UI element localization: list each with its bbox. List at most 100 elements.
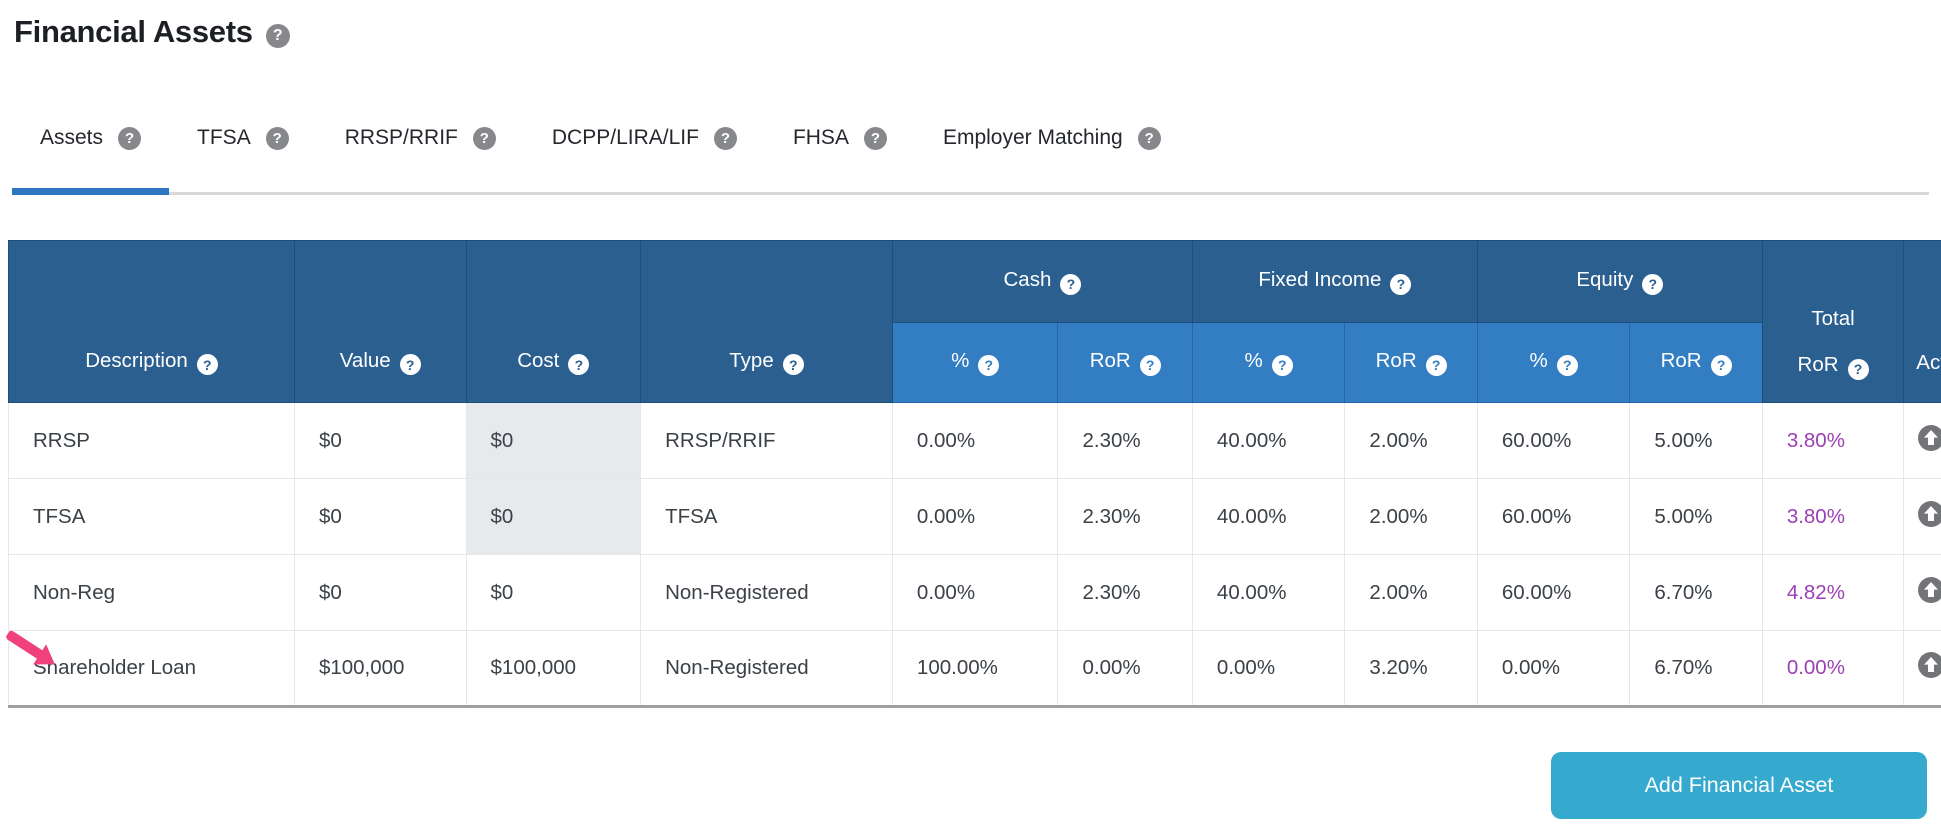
- cell-description: Non-Reg: [9, 555, 295, 631]
- table-row: TFSA $0 $0 TFSA 0.00% 2.30% 40.00% 2.00%…: [9, 479, 1941, 555]
- tab-label: Assets: [40, 126, 103, 150]
- move-up-icon[interactable]: [1918, 577, 1941, 603]
- cell-fixed-income-ror[interactable]: 2.00%: [1345, 479, 1477, 555]
- cell-cash-percent[interactable]: 0.00%: [892, 479, 1058, 555]
- tab-rrsp-rrif[interactable]: RRSP/RRIF ?: [317, 108, 524, 192]
- cell-action: [1904, 479, 1941, 555]
- subheader-cash-percent: %?: [892, 323, 1058, 403]
- cell-cash-ror[interactable]: 2.30%: [1058, 479, 1192, 555]
- cell-fixed-income-ror[interactable]: 3.20%: [1345, 631, 1477, 707]
- tab-label: RRSP/RRIF: [345, 126, 458, 150]
- cell-fixed-income-percent[interactable]: 40.00%: [1192, 555, 1345, 631]
- cell-type: Non-Registered: [641, 631, 893, 707]
- move-up-icon[interactable]: [1918, 501, 1941, 527]
- help-icon[interactable]: ?: [266, 127, 289, 150]
- column-header-description: Description?: [9, 241, 295, 403]
- move-up-icon[interactable]: [1918, 425, 1941, 451]
- cell-equity-ror[interactable]: 5.00%: [1630, 479, 1762, 555]
- column-header-type: Type?: [641, 241, 893, 403]
- cell-total-ror: 4.82%: [1762, 555, 1903, 631]
- cell-action: [1904, 555, 1941, 631]
- help-icon[interactable]: ?: [1557, 355, 1578, 376]
- help-icon[interactable]: ?: [783, 354, 804, 375]
- tab-label: TFSA: [197, 126, 251, 150]
- help-icon[interactable]: ?: [197, 354, 218, 375]
- help-icon[interactable]: ?: [568, 354, 589, 375]
- subheader-fixed-income-percent: %?: [1192, 323, 1345, 403]
- cell-value[interactable]: $0: [294, 403, 466, 479]
- tab-label: FHSA: [793, 126, 849, 150]
- tab-assets[interactable]: Assets ?: [12, 108, 169, 192]
- cell-cash-ror[interactable]: 2.30%: [1058, 555, 1192, 631]
- help-icon[interactable]: ?: [1390, 274, 1411, 295]
- help-icon[interactable]: ?: [1272, 355, 1293, 376]
- help-icon[interactable]: ?: [400, 354, 421, 375]
- cell-cash-ror[interactable]: 2.30%: [1058, 403, 1192, 479]
- cell-equity-percent[interactable]: 60.00%: [1477, 403, 1630, 479]
- cell-total-ror: 3.80%: [1762, 479, 1903, 555]
- cell-cash-ror[interactable]: 0.00%: [1058, 631, 1192, 707]
- tab-label: DCPP/LIRA/LIF: [552, 126, 699, 150]
- tab-tfsa[interactable]: TFSA ?: [169, 108, 317, 192]
- cell-fixed-income-ror[interactable]: 2.00%: [1345, 403, 1477, 479]
- group-header-equity: Equity?: [1477, 241, 1762, 323]
- cell-type: TFSA: [641, 479, 893, 555]
- cell-cost[interactable]: $0: [466, 555, 641, 631]
- cell-equity-ror[interactable]: 5.00%: [1630, 403, 1762, 479]
- cell-description: TFSA: [9, 479, 295, 555]
- cell-equity-percent[interactable]: 60.00%: [1477, 479, 1630, 555]
- cell-equity-ror[interactable]: 6.70%: [1630, 631, 1762, 707]
- tab-employer-matching[interactable]: Employer Matching ?: [915, 108, 1189, 192]
- tab-dcpp-lira-lif[interactable]: DCPP/LIRA/LIF ?: [524, 108, 765, 192]
- subheader-fixed-income-ror: RoR?: [1345, 323, 1477, 403]
- cell-action: [1904, 403, 1941, 479]
- cell-equity-percent[interactable]: 60.00%: [1477, 555, 1630, 631]
- cell-type: RRSP/RRIF: [641, 403, 893, 479]
- cell-total-ror: 3.80%: [1762, 403, 1903, 479]
- move-up-icon[interactable]: [1918, 652, 1941, 678]
- tab-fhsa[interactable]: FHSA ?: [765, 108, 915, 192]
- cell-description: RRSP: [9, 403, 295, 479]
- cell-fixed-income-ror[interactable]: 2.00%: [1345, 555, 1477, 631]
- cell-equity-ror[interactable]: 6.70%: [1630, 555, 1762, 631]
- cell-total-ror: 0.00%: [1762, 631, 1903, 707]
- cell-cash-percent[interactable]: 0.00%: [892, 403, 1058, 479]
- cell-value[interactable]: $0: [294, 555, 466, 631]
- help-icon[interactable]: ?: [1426, 355, 1447, 376]
- cell-description: Shareholder Loan: [9, 631, 295, 707]
- help-icon[interactable]: ?: [1060, 274, 1081, 295]
- cell-cash-percent[interactable]: 100.00%: [892, 631, 1058, 707]
- cell-equity-percent[interactable]: 0.00%: [1477, 631, 1630, 707]
- group-header-cash: Cash?: [892, 241, 1192, 323]
- table-row: Shareholder Loan $100,000 $100,000 Non-R…: [9, 631, 1941, 707]
- help-icon[interactable]: ?: [1848, 359, 1869, 380]
- help-icon[interactable]: ?: [714, 127, 737, 150]
- cell-cost: $0: [466, 403, 641, 479]
- help-icon[interactable]: ?: [1711, 355, 1732, 376]
- add-financial-asset-button[interactable]: Add Financial Asset: [1551, 752, 1927, 819]
- cell-fixed-income-percent[interactable]: 40.00%: [1192, 403, 1345, 479]
- help-icon[interactable]: ?: [473, 127, 496, 150]
- help-icon[interactable]: ?: [864, 127, 887, 150]
- help-icon[interactable]: ?: [266, 24, 290, 48]
- table-row: RRSP $0 $0 RRSP/RRIF 0.00% 2.30% 40.00% …: [9, 403, 1941, 479]
- cell-type: Non-Registered: [641, 555, 893, 631]
- help-icon[interactable]: ?: [1642, 274, 1663, 295]
- cell-fixed-income-percent[interactable]: 0.00%: [1192, 631, 1345, 707]
- cell-cost[interactable]: $100,000: [466, 631, 641, 707]
- cell-value[interactable]: $0: [294, 479, 466, 555]
- column-header-value: Value?: [294, 241, 466, 403]
- help-icon[interactable]: ?: [1138, 127, 1161, 150]
- help-icon[interactable]: ?: [1140, 355, 1161, 376]
- subheader-equity-percent: %?: [1477, 323, 1630, 403]
- cell-fixed-income-percent[interactable]: 40.00%: [1192, 479, 1345, 555]
- help-icon[interactable]: ?: [978, 355, 999, 376]
- group-header-fixed-income: Fixed Income?: [1192, 241, 1477, 323]
- subheader-cash-ror: RoR?: [1058, 323, 1192, 403]
- cell-cash-percent[interactable]: 0.00%: [892, 555, 1058, 631]
- help-icon[interactable]: ?: [118, 127, 141, 150]
- column-header-cost: Cost?: [466, 241, 641, 403]
- cell-value[interactable]: $100,000: [294, 631, 466, 707]
- cell-cost: $0: [466, 479, 641, 555]
